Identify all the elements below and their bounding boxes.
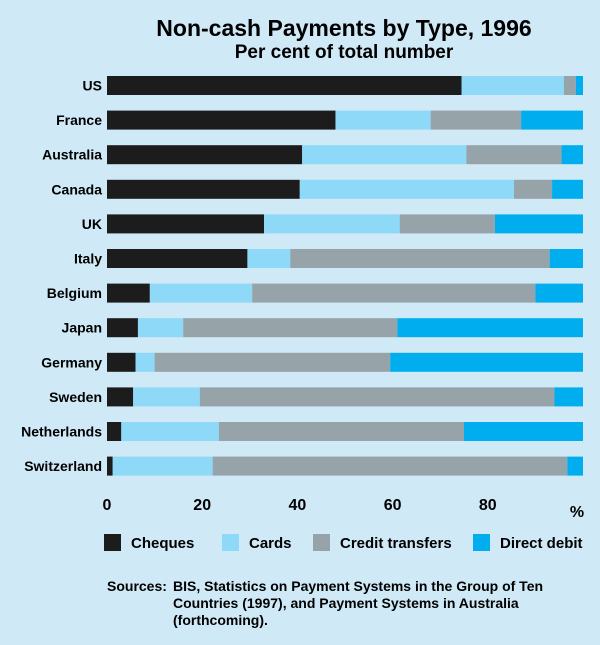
category-label-japan: Japan	[62, 320, 102, 336]
x-tick-0: 0	[103, 497, 112, 514]
category-label-australia: Australia	[42, 147, 102, 163]
legend-swatch-cards	[222, 534, 239, 551]
x-tick-40: 40	[289, 497, 307, 514]
category-label-uk: UK	[82, 216, 102, 232]
bar-japan-cards	[137, 318, 184, 338]
legend: Cheques Cards Credit transfers Direct debit	[104, 534, 583, 552]
category-label-italy: Italy	[74, 251, 102, 267]
bar-belgium-cheques	[107, 283, 150, 303]
category-label-canada: Canada	[51, 181, 102, 197]
bar-us-credit-transfers	[563, 76, 576, 95]
bar-uk-credit-transfers	[399, 214, 495, 234]
bar-france-direct-debit	[521, 110, 583, 130]
bars-group	[107, 76, 583, 476]
chart-subtitle: Per cent of total number	[235, 42, 454, 63]
bar-uk-cheques	[107, 214, 265, 234]
bar-australia-direct-debit	[561, 145, 583, 165]
bar-belgium-credit-transfers	[252, 283, 536, 303]
bar-sweden-cards	[133, 387, 200, 407]
bar-italy-direct-debit	[549, 249, 583, 268]
bar-sweden-credit-transfers	[199, 387, 555, 407]
legend-swatch-cheques	[104, 534, 121, 551]
bar-japan-cheques	[107, 318, 138, 338]
bar-netherlands-direct-debit	[464, 422, 583, 441]
legend-label-cheques: Cheques	[131, 535, 194, 552]
bar-sweden-cheques	[107, 387, 134, 407]
bar-switzerland-cheques	[107, 456, 113, 476]
category-label-us: US	[83, 78, 102, 94]
category-label-netherlands: Netherlands	[21, 424, 102, 440]
category-label-germany: Germany	[41, 354, 102, 370]
bar-italy-cards	[247, 249, 291, 268]
bar-netherlands-credit-transfers	[218, 422, 464, 441]
x-axis-ticks: 0 20 40 60 80	[103, 497, 497, 514]
bar-japan-credit-transfers	[183, 318, 398, 338]
bar-france-cheques	[107, 110, 336, 130]
x-tick-20: 20	[193, 497, 211, 514]
category-labels: US France Australia Canada UK Italy Belgium Jap…	[21, 78, 102, 475]
category-label-belgium: Belgium	[47, 285, 102, 301]
bar-france-cards	[335, 110, 431, 130]
bar-uk-direct-debit	[494, 214, 583, 234]
bar-canada-credit-transfers	[513, 179, 553, 199]
bar-germany-credit-transfers	[154, 352, 391, 372]
category-label-france: France	[56, 112, 102, 128]
bar-germany-cards	[135, 352, 155, 372]
source-note: Sources: BIS, Statistics on Payment Syst…	[107, 578, 577, 629]
category-label-switzerland: Switzerland	[24, 458, 102, 474]
x-axis-unit: %	[570, 504, 584, 521]
bar-italy-cheques	[107, 249, 248, 268]
legend-label-credit-transfers: Credit transfers	[340, 535, 452, 552]
bar-australia-cheques	[107, 145, 303, 165]
bar-switzerland-credit-transfers	[212, 456, 568, 476]
bar-japan-direct-debit	[397, 318, 583, 338]
bar-netherlands-cards	[121, 422, 219, 441]
category-label-sweden: Sweden	[49, 389, 102, 405]
bar-canada-direct-debit	[552, 179, 583, 199]
bar-us-cheques	[107, 76, 462, 95]
bar-belgium-direct-debit	[535, 283, 583, 303]
source-text: BIS, Statistics on Payment Systems in th…	[173, 578, 544, 628]
chart-title: Non-cash Payments by Type, 1996	[156, 15, 531, 41]
bar-netherlands-cheques	[107, 422, 122, 441]
bar-australia-credit-transfers	[466, 145, 562, 165]
bar-switzerland-direct-debit	[567, 456, 583, 476]
bar-canada-cheques	[107, 179, 300, 199]
legend-swatch-credit-transfers	[313, 534, 330, 551]
bar-australia-cards	[302, 145, 467, 165]
bar-switzerland-cards	[112, 456, 213, 476]
x-tick-80: 80	[479, 497, 497, 514]
bar-us-cards	[461, 76, 564, 95]
bar-france-credit-transfers	[430, 110, 522, 130]
bar-belgium-cards	[149, 283, 253, 303]
source-label: Sources:	[107, 578, 167, 594]
legend-label-direct-debit: Direct debit	[500, 535, 583, 552]
legend-label-cards: Cards	[249, 535, 292, 552]
bar-us-direct-debit	[575, 76, 583, 95]
legend-swatch-direct-debit	[473, 534, 490, 551]
x-tick-60: 60	[384, 497, 402, 514]
bar-germany-direct-debit	[390, 352, 583, 372]
bar-italy-credit-transfers	[290, 249, 550, 268]
bar-germany-cheques	[107, 352, 136, 372]
bar-sweden-direct-debit	[554, 387, 583, 407]
bar-canada-cards	[299, 179, 514, 199]
bar-uk-cards	[264, 214, 400, 234]
